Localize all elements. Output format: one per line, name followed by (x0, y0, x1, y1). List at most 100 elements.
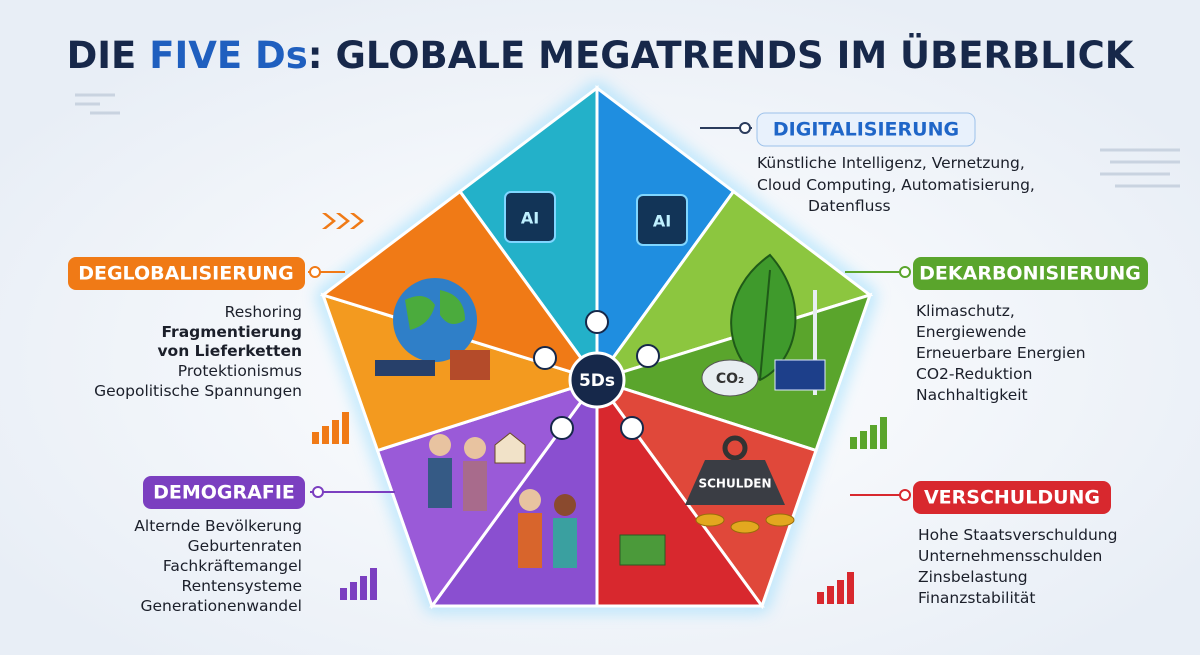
shape-rect (450, 350, 490, 380)
spoke-node (585, 310, 609, 334)
section-label: DEMOGRAFIE (153, 482, 295, 504)
item: Nachhaltigkeit (916, 386, 1028, 404)
shape-rect (860, 431, 867, 449)
title-highlight: FIVE Ds (149, 34, 308, 77)
label-pill (756, 112, 976, 147)
center-label: 5Ds (579, 371, 615, 391)
title: DIE FIVE Ds: GLOBALE MEGATRENDS IM ÜBERB… (67, 33, 1135, 77)
shape-path (405, 290, 465, 330)
icon-weight: SCHULDEN (619, 435, 795, 566)
item: Zinsbelastung (918, 568, 1028, 586)
deco-bars-green (850, 417, 887, 449)
shape-rect (428, 458, 452, 508)
shape-rect (827, 586, 834, 604)
item: Geburtenraten (188, 537, 302, 555)
item: Cloud Computing, Automatisierung, (757, 176, 1035, 194)
shape-rect (518, 513, 542, 568)
item: Hohe Staatsverschuldung (918, 526, 1117, 544)
shape-ellipse (765, 513, 795, 527)
shape-path (350, 213, 364, 229)
shape-rect (817, 592, 824, 604)
item: Reshoring (225, 303, 302, 321)
shape-rect (370, 568, 377, 600)
label-pill (68, 257, 305, 290)
shape-line (759, 269, 771, 381)
icon-chip-2: AI (636, 194, 688, 246)
item: Datenfluss (808, 197, 891, 215)
item: Energiewende (916, 323, 1026, 341)
icon-text: CO₂ (716, 371, 744, 387)
shape-rect (342, 412, 349, 444)
icon-text: AI (653, 212, 671, 231)
shape-path (336, 213, 350, 229)
shape-rect (619, 534, 666, 566)
shape-rect (850, 437, 857, 449)
title-end: : GLOBALE MEGATRENDS IM ÜBERBLICK (308, 33, 1135, 77)
shape-circle (899, 266, 911, 278)
section-label: DEGLOBALISIERUNG (78, 263, 294, 285)
shape-ellipse (730, 520, 760, 534)
label-pill (913, 257, 1148, 290)
item: Generationenwandel (140, 597, 302, 615)
shape-rect (636, 194, 688, 246)
spoke-node (636, 344, 660, 368)
shape-rect (870, 425, 877, 449)
icon-globe (375, 278, 490, 380)
shape-circle (312, 486, 324, 498)
item: Künstliche Intelligenz, Vernetzung, (757, 154, 1025, 172)
shape-circle (899, 489, 911, 501)
item: Rentensysteme (182, 577, 302, 595)
spoke-node (620, 416, 644, 440)
item: Klimaschutz, (916, 302, 1015, 320)
shape-path (322, 213, 336, 229)
label-pill (143, 476, 305, 509)
shape-rect (847, 572, 854, 604)
shape-rect (360, 576, 367, 600)
shape-circle (568, 351, 626, 409)
item: Protektionismus (178, 362, 302, 380)
center-hub: 5Ds (568, 351, 626, 409)
deco-bars-red (817, 572, 854, 604)
shape-circle (554, 494, 576, 516)
shape-rect (332, 420, 339, 444)
icon-family (428, 432, 577, 568)
shape-rect (312, 432, 319, 444)
shape-ellipse (701, 359, 759, 397)
shape-rect (350, 582, 357, 600)
shape-circle (722, 435, 748, 461)
deco-bars-purple (340, 568, 377, 600)
section-label: DIGITALISIERUNG (773, 119, 959, 141)
item: Fachkräftemangel (163, 557, 302, 575)
shape-g (695, 513, 795, 534)
shape-rect (837, 580, 844, 604)
spoke-node (550, 416, 574, 440)
item: von Lieferketten (157, 342, 302, 360)
icon-text: AI (521, 209, 539, 228)
connectors (308, 122, 911, 501)
shape-circle (309, 266, 321, 278)
spoke-node (533, 346, 557, 370)
shape-rect (553, 518, 577, 568)
icon-text: SCHULDEN (698, 477, 771, 491)
item: Alternde Bevölkerung (134, 517, 302, 535)
shape-rect (504, 191, 556, 243)
section-label: VERSCHULDUNG (924, 487, 1100, 509)
shape-path (494, 432, 526, 464)
shape-rect (322, 426, 329, 444)
item-list: Künstliche Intelligenz, Vernetzung, Clou… (94, 154, 1117, 615)
icon-chip-1: AI (504, 191, 556, 243)
section-label: DEKARBONISIERUNG (919, 263, 1141, 285)
item: Geopolitische Spannungen (94, 382, 302, 400)
shape-circle (519, 489, 541, 511)
shape-ellipse (695, 513, 725, 527)
deco-lines (75, 93, 1180, 188)
title-start: DIE (67, 34, 150, 77)
shape-rect (774, 359, 826, 391)
shape-circle (464, 437, 486, 459)
item: Erneuerbare Energien (916, 344, 1086, 362)
shape-path (685, 460, 785, 505)
shape-circle (429, 434, 451, 456)
item: Finanzstabilität (918, 589, 1035, 607)
